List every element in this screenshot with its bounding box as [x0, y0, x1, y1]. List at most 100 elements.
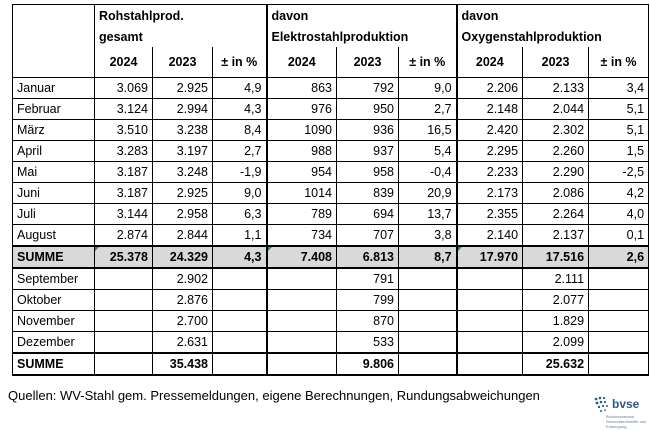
table-cell: 2.631 — [152, 331, 213, 354]
table-cell — [456, 331, 524, 354]
col-header-pct: ± in % — [397, 47, 458, 78]
table-cell — [266, 310, 337, 332]
table-cell: 734 — [266, 224, 337, 247]
table-row: November 2.700 870 1.829 — [12, 310, 650, 332]
table-cell: 2.290 — [522, 161, 590, 183]
table-cell — [266, 331, 337, 354]
row-label: Juli — [12, 203, 95, 225]
table-cell: 2.111 — [522, 267, 590, 290]
table-cell: 2.302 — [522, 119, 590, 141]
table-cell: 707 — [336, 224, 399, 247]
table-cell: 839 — [336, 182, 399, 204]
table-cell — [456, 267, 524, 290]
table-row: Mai 3.187 3.248 -1,9 954 958 -0,4 2.233 2.290 -2,… — [12, 161, 650, 183]
table-cell: 950 — [336, 98, 399, 120]
row-label: Februar — [12, 98, 95, 120]
col-header-2024: 2024 — [266, 47, 337, 78]
header-oxygen-line1: davon — [456, 4, 650, 26]
table-cell — [588, 331, 650, 354]
row-label: SUMME — [12, 245, 95, 269]
bvse-logo-icon — [594, 396, 608, 412]
table-cell: 3.197 — [152, 140, 213, 162]
table-cell: 2.925 — [152, 182, 213, 204]
table-cell: 2,7 — [397, 98, 458, 120]
table-cell — [266, 352, 337, 376]
row-label: November — [12, 310, 95, 332]
table-cell: 792 — [336, 77, 399, 99]
table-cell: 870 — [336, 310, 399, 332]
table-cell: 2.295 — [456, 140, 524, 162]
row-label: Juni — [12, 182, 95, 204]
row-label: September — [12, 267, 95, 290]
table-cell: 958 — [336, 161, 399, 183]
table-cell: -0,4 — [397, 161, 458, 183]
header-rohstahl-line1: Rohstahlprod. — [94, 4, 268, 26]
table-cell: 2.355 — [456, 203, 524, 225]
table-cell: 976 — [266, 98, 337, 120]
table-cell: 4,2 — [588, 182, 650, 204]
header-elektro-line2: Elektrostahlproduktion — [265, 26, 458, 47]
table-cell: 2.260 — [522, 140, 590, 162]
row-label: Januar — [12, 77, 95, 99]
table-cell: 0,1 — [588, 224, 650, 247]
table-cell — [212, 310, 268, 332]
table-cell: 7.408 — [266, 245, 337, 269]
table-cell — [397, 331, 458, 354]
table-cell: 6,3 — [212, 203, 268, 225]
table-cell — [94, 352, 153, 376]
table-cell: 2.044 — [522, 98, 590, 120]
row-label: August — [12, 224, 95, 247]
table-cell: 2.700 — [152, 310, 213, 332]
table-cell: 694 — [336, 203, 399, 225]
table-cell: 20,9 — [397, 182, 458, 204]
table-cell: 789 — [266, 203, 337, 225]
table-cell: 2.264 — [522, 203, 590, 225]
table-cell: 3,4 — [588, 77, 650, 99]
table-cell — [94, 267, 153, 290]
table-cell: 2,7 — [212, 140, 268, 162]
header-row-2: gesamt Elektrostahlproduktion Oxygenstah… — [13, 26, 650, 47]
table-cell: 4,0 — [588, 203, 650, 225]
table-cell: 3.124 — [94, 98, 153, 120]
table-cell: 9.806 — [336, 352, 399, 376]
logo-subtitle: Bundesverband Sekundärrohstoffe und Ents… — [606, 414, 647, 429]
summe-row-2023: SUMME 35.438 9.806 25.632 — [12, 352, 650, 376]
table-row: April 3.283 3.197 2,7 988 937 5,4 2.295 2.260 1,5 — [12, 140, 650, 162]
table-cell: 2.994 — [152, 98, 213, 120]
table-cell: 13,7 — [397, 203, 458, 225]
table-cell: 3.187 — [94, 161, 153, 183]
table-cell: 3.283 — [94, 140, 153, 162]
table-cell: 3.187 — [94, 182, 153, 204]
table-cell: 5,1 — [588, 119, 650, 141]
table-cell — [456, 289, 524, 311]
table-row: August 2.874 2.844 1,1 734 707 3,8 2.140 2.137 0,… — [12, 224, 650, 247]
steel-production-table: Rohstahlprod. davon davon gesamt Elektro… — [12, 4, 650, 376]
col-header-2023: 2023 — [522, 47, 590, 78]
table-body-2024: Januar 3.069 2.925 4,9 863 792 9,0 2.206 2.133 3,… — [12, 77, 650, 247]
table-cell: 954 — [266, 161, 337, 183]
table-cell: 1090 — [266, 119, 337, 141]
table-cell: 8,4 — [212, 119, 268, 141]
table-cell: 799 — [336, 289, 399, 311]
header-blank-cell — [12, 4, 95, 78]
table-cell: 1014 — [266, 182, 337, 204]
logo-text: bvse — [612, 397, 640, 411]
table-cell: 9,0 — [212, 182, 268, 204]
table-cell: -1,9 — [212, 161, 268, 183]
table-cell: 25.632 — [522, 352, 590, 376]
table-cell: 2.876 — [152, 289, 213, 311]
table-cell: 2.077 — [522, 289, 590, 311]
table-cell: -2,5 — [588, 161, 650, 183]
table-cell: 5,1 — [588, 98, 650, 120]
table-cell — [94, 331, 153, 354]
row-label: April — [12, 140, 95, 162]
table-cell: 8,7 — [397, 245, 458, 269]
table-cell: 2.206 — [456, 77, 524, 99]
table-cell: 988 — [266, 140, 337, 162]
table-cell — [588, 289, 650, 311]
table-cell: 937 — [336, 140, 399, 162]
table-cell: 2.902 — [152, 267, 213, 290]
table-cell: 3.248 — [152, 161, 213, 183]
table-cell — [94, 289, 153, 311]
table-cell: 1,5 — [588, 140, 650, 162]
